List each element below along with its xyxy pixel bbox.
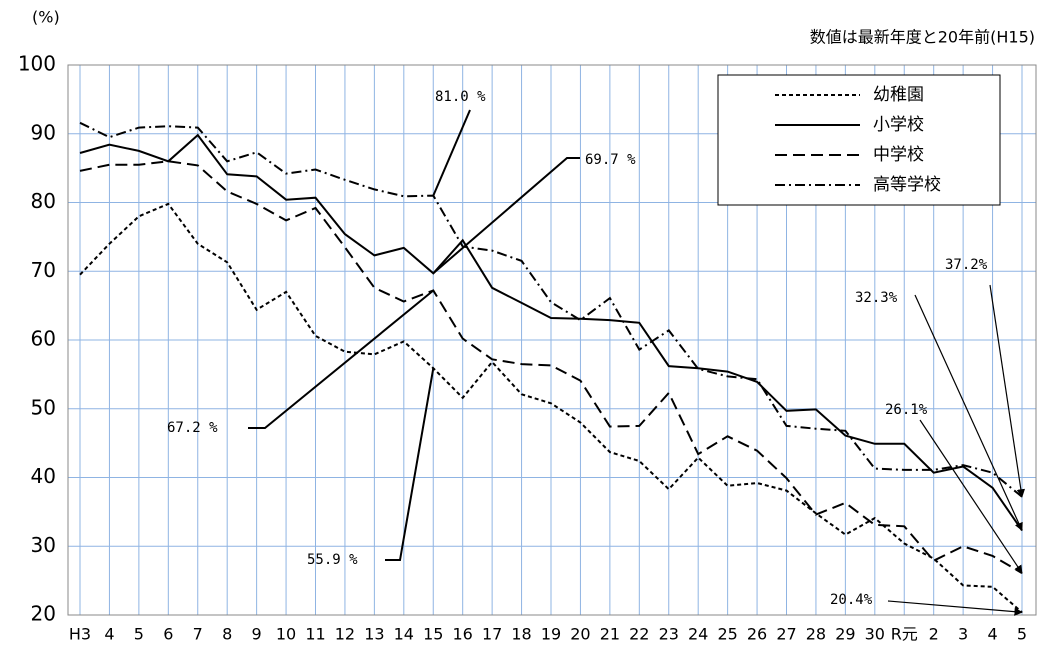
x-tick-label: 28 (806, 625, 826, 644)
annotation: 55.9 % (307, 552, 358, 568)
legend-label: 幼稚園 (873, 85, 924, 105)
unit-label: (%) (32, 8, 60, 27)
y-tick-label: 20 (31, 602, 56, 626)
x-tick-label: 21 (600, 625, 620, 644)
x-tick-label: 8 (222, 625, 232, 644)
y-tick-label: 90 (31, 120, 56, 144)
x-tick-label: 22 (629, 625, 649, 644)
annotation: 32.3% (855, 290, 898, 306)
annotation-line (887, 600, 1023, 616)
annotation-line (919, 419, 1023, 574)
annotation-line (385, 368, 435, 561)
x-tick-label: H3 (69, 625, 91, 644)
annotation-line (914, 294, 1023, 532)
x-tick-label: 4 (104, 625, 114, 644)
y-tick-label: 50 (31, 395, 56, 419)
x-tick-label: 25 (717, 625, 737, 644)
x-tick-label: 10 (276, 625, 296, 644)
series-line (79, 133, 1023, 531)
x-tick-label: 15 (423, 625, 443, 644)
annotation-line (248, 289, 434, 429)
y-tick-label: 100 (18, 52, 56, 76)
legend-box (717, 74, 1001, 206)
annotation-line (432, 157, 580, 275)
plot-frame (67, 64, 1037, 616)
x-tick-label: R元 (891, 625, 918, 644)
x-tick-label: 4 (987, 625, 997, 644)
x-tick-label: 19 (541, 625, 561, 644)
x-tick-label: 7 (193, 625, 203, 644)
annotation: 81.0 % (435, 89, 486, 105)
x-tick-label: 6 (163, 625, 173, 644)
x-tick-label: 26 (747, 625, 767, 644)
annotation-line (432, 109, 471, 196)
legend-label: 中学校 (873, 145, 924, 165)
y-tick-label: 30 (31, 533, 56, 557)
annotation: 67.2 % (167, 420, 218, 436)
x-tick-label: 23 (659, 625, 679, 644)
y-tick-label: 40 (31, 464, 56, 488)
x-tick-label: 20 (570, 625, 590, 644)
x-tick-label: 11 (305, 625, 325, 644)
x-tick-label: 12 (335, 625, 355, 644)
x-tick-label: 2 (929, 625, 939, 644)
series-line (79, 202, 1023, 614)
x-tick-label: 5 (134, 625, 144, 644)
annotation: 69.7 % (585, 152, 636, 168)
x-tick-label: 16 (453, 625, 473, 644)
annotation: 20.4% (830, 592, 873, 608)
x-tick-label: 13 (364, 625, 384, 644)
x-tick-label: 5 (1017, 625, 1027, 644)
note: 数値は最新年度と20年前(H15) (810, 28, 1035, 47)
annotation-line (989, 284, 1026, 498)
annotation: 26.1% (885, 402, 928, 418)
x-tick-label: 30 (865, 625, 885, 644)
x-tick-label: 17 (482, 625, 502, 644)
legend-label: 高等学校 (873, 175, 941, 195)
series-line (79, 160, 1023, 574)
y-tick-label: 60 (31, 327, 56, 351)
annotation: 37.2% (945, 257, 988, 273)
y-tick-label: 80 (31, 189, 56, 213)
x-tick-label: 14 (394, 625, 414, 644)
x-tick-label: 3 (958, 625, 968, 644)
x-tick-label: 29 (835, 625, 855, 644)
x-tick-label: 9 (252, 625, 262, 644)
x-tick-label: 24 (688, 625, 708, 644)
x-tick-label: 27 (776, 625, 796, 644)
y-tick-label: 70 (31, 258, 56, 282)
legend-label: 小学校 (873, 115, 924, 135)
x-tick-label: 18 (511, 625, 531, 644)
